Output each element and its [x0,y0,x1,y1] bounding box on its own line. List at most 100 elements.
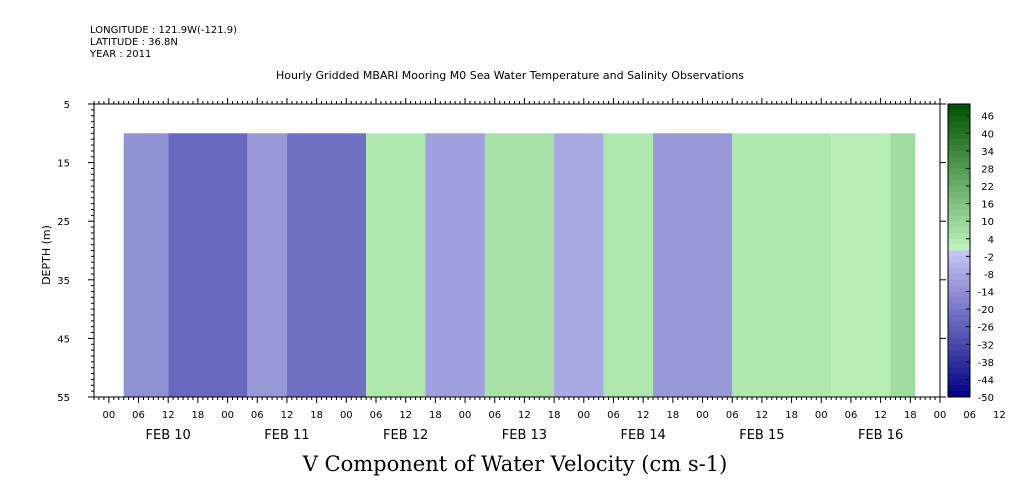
x-tick-label: 06 [607,410,620,421]
year-label: YEAR : 2011 [90,49,152,60]
colorbar-swatch [948,250,970,257]
colorbar-swatch [948,139,970,146]
colorbar-label: -38 [978,358,994,369]
colorbar-swatch [948,273,970,281]
colorbar-swatch [948,373,970,380]
colorbar-swatch [948,238,970,246]
x-tick-label: 12 [993,410,1006,421]
colorbar-swatch [948,350,970,357]
colorbar-label: 16 [981,200,994,211]
colorbar-label: 46 [981,112,994,123]
heatmap-band-9 [653,133,733,397]
y-tick-label: 25 [57,217,70,228]
colorbar-swatch [948,320,970,328]
colorbar-swatch [948,285,970,293]
colorbar-label: -8 [984,270,994,281]
x-date-label: FEB 10 [146,428,191,443]
x-tick-label: 18 [429,410,442,421]
colorbar-swatch [948,127,970,134]
colorbar-swatch [948,168,970,175]
x-tick-label: 00 [577,410,590,421]
y-tick-label: 5 [64,100,70,111]
colorbar-label: -32 [978,340,994,351]
colorbar-swatch [948,256,970,263]
x-tick-label: 06 [251,410,264,421]
x-tick-label: 06 [370,410,383,421]
colorbar-label: 22 [981,182,994,193]
colorbar-swatch [948,385,970,392]
colorbar-swatch [948,262,970,269]
colorbar-swatch [948,121,970,128]
x-date-label: FEB 13 [502,428,547,443]
colorbar-frame [947,103,971,398]
colorbar-swatch [948,191,970,199]
colorbar-swatch [948,338,970,345]
longitude-label: LONGITUDE : 121.9W(-121.9) [90,25,237,36]
x-tick-label: 18 [192,410,205,421]
y-axis: 5 15 25 35 45 55 [57,100,946,404]
colorbar-label: -20 [978,305,994,316]
colorbar-swatch [948,145,970,152]
y-axis-label: DEPTH (m) [40,225,53,285]
x-tick-label: 00 [221,410,234,421]
colorbar-swatch [948,150,970,158]
x-tick-label: 18 [785,410,798,421]
colorbar-label: -14 [978,288,994,299]
x-tick-label: 06 [845,410,858,421]
x-date-label: FEB 12 [383,428,428,443]
heatmap-band-11 [831,133,891,397]
y-tick-label: 15 [57,159,70,170]
colorbar-swatch [948,361,970,369]
colorbar-swatch [948,203,970,210]
x-tick-label: 12 [637,410,650,421]
x-tick-label: 12 [756,410,769,421]
x-axis-label: V Component of Water Velocity (cm s-1) [302,452,728,476]
colorbar-swatch [948,156,970,164]
x-tick-label: 06 [726,410,739,421]
y-tick-label: 45 [57,334,70,345]
heatmap-band-4 [366,133,426,397]
colorbar-swatch [948,297,970,304]
colorbar-swatch [948,326,970,334]
colorbar-label: 34 [981,147,994,158]
heatmap-band-10 [732,133,832,397]
x-tick-label: 18 [904,410,917,421]
x-tick-label: 18 [310,410,323,421]
y-tick-label: 55 [57,393,70,404]
heatmap-cells [123,133,916,397]
colorbar-swatch [948,332,970,339]
x-tick-label: 06 [132,410,145,421]
colorbar-label: 28 [981,164,994,175]
colorbar-swatch [948,314,970,322]
colorbar-swatch [948,221,970,228]
y-tick-label: 35 [57,276,70,287]
colorbar-swatch [948,133,970,140]
heatmap-band-7 [554,133,604,397]
x-tick-label: 06 [963,410,976,421]
colorbar-swatch [948,309,970,316]
latitude-label: LATITUDE : 36.8N [90,37,178,48]
x-axis: 00 06 12 18 00 06 12 18 00 06 12 18 00 06 12 18 00 06 12 18… [93,98,1006,443]
x-tick-label: 00 [102,410,115,421]
colorbar-swatch [948,232,970,240]
colorbar-swatch [948,344,970,351]
x-date-label: FEB 14 [621,428,666,443]
colorbar-label: -44 [978,375,994,386]
x-tick-label: 00 [815,410,828,421]
colorbar-swatch [948,115,970,123]
colorbar-label: -26 [978,323,994,334]
colorbar-label: 40 [981,129,994,140]
heatmap-band-8 [603,133,654,397]
colorbar-label: -2 [984,252,994,263]
colorbar-swatch [948,303,970,310]
colorbar-label: 4 [988,235,994,246]
colorbar-swatch [948,291,970,298]
heatmap-band-3 [286,133,367,397]
x-tick-label: 00 [934,410,947,421]
colorbar-swatch [948,104,970,111]
colorbar-swatch [948,391,970,398]
heatmap-band-6 [484,133,555,397]
x-tick-label: 18 [548,410,561,421]
colorbar-swatch [948,379,970,386]
